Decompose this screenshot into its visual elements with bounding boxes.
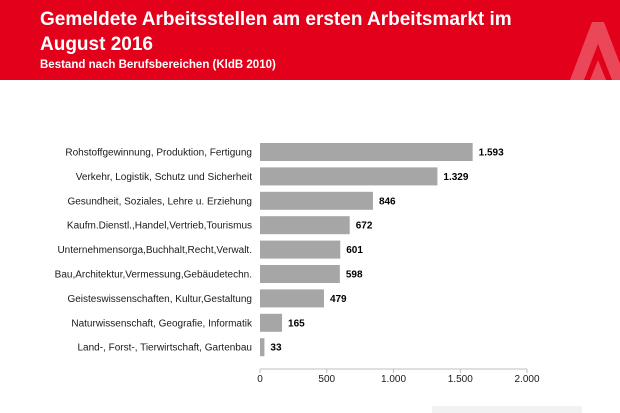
data-label: 165 — [288, 318, 305, 329]
data-label: 479 — [330, 294, 347, 305]
bar — [260, 265, 340, 283]
category-label: Kaufm.Dienstl.,Handel,Vertrieb,Tourismus — [67, 221, 252, 232]
bar-chart: Rohstoffgewinnung, Produktion, Fertigung… — [55, 143, 540, 385]
agentur-fuer-arbeit-logo-icon — [570, 22, 620, 80]
bar — [260, 313, 283, 332]
category-label: Land-, Forst-, Tierwirtschaft, Gartenbau — [77, 343, 252, 354]
tick-label: 500 — [318, 374, 335, 385]
data-label: 846 — [379, 196, 396, 207]
footer-watermark — [432, 406, 582, 413]
bar — [260, 240, 341, 259]
bar — [260, 216, 350, 235]
bar — [260, 143, 473, 161]
category-label: Naturwissenschaft, Geografie, Informatik — [71, 318, 253, 329]
header-banner: Gemeldete Arbeitsstellen am ersten Arbei… — [0, 0, 620, 80]
tick-label: 2.000 — [514, 374, 539, 385]
tick-label: 1.000 — [381, 374, 406, 385]
data-label: 672 — [356, 221, 373, 232]
tick-label: 0 — [257, 374, 263, 385]
category-label: Rohstoffgewinnung, Produktion, Fertigung — [65, 148, 252, 159]
category-label: Unternehmensorga,Buchhalt,Recht,Verwalt. — [57, 245, 252, 256]
bar — [260, 167, 438, 186]
data-label: 598 — [346, 270, 363, 281]
category-label: Gesundheit, Soziales, Lehre u. Erziehung — [67, 196, 252, 207]
bar — [260, 289, 324, 308]
page-subtitle: Bestand nach Berufsbereichen (KldB 2010) — [40, 59, 276, 71]
bar — [260, 191, 373, 210]
data-label: 601 — [346, 245, 363, 256]
bar — [260, 338, 265, 357]
category-label: Bau,Architektur,Vermessung,Gebäudetechn. — [55, 270, 252, 281]
page-title: Gemeldete Arbeitsstellen am ersten Arbei… — [40, 9, 512, 55]
category-label: Geisteswissenschaften, Kultur,Gestaltung — [67, 294, 252, 305]
data-label: 33 — [270, 343, 282, 354]
category-label: Verkehr, Logistik, Schutz und Sicherheit — [76, 172, 252, 183]
data-label: 1.593 — [479, 148, 504, 159]
tick-label: 1.500 — [448, 374, 473, 385]
data-label: 1.329 — [443, 172, 468, 183]
